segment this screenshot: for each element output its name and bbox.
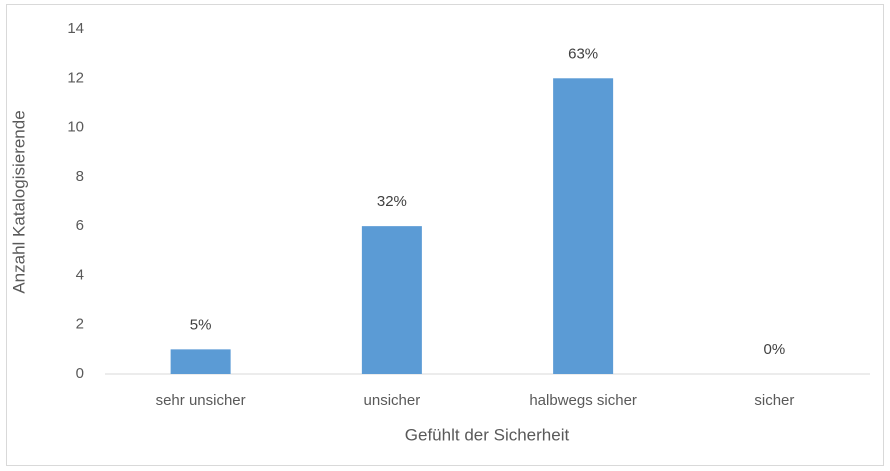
- bar: [553, 78, 614, 375]
- bar: [361, 226, 422, 374]
- y-tick-label: 12: [67, 69, 84, 86]
- y-tick-label: 4: [76, 266, 84, 283]
- x-tick-label: sehr unsicher: [156, 392, 246, 409]
- y-axis-title: Anzahl Katalogisierende: [9, 110, 28, 293]
- bar: [170, 349, 231, 374]
- x-axis-title: Gefühlt der Sicherheit: [405, 425, 570, 444]
- data-label: 0%: [764, 341, 786, 358]
- x-tick-label: sicher: [754, 392, 794, 409]
- y-tick-label: 8: [76, 168, 84, 185]
- y-tick-label: 0: [76, 365, 84, 382]
- y-tick-label: 6: [76, 217, 84, 234]
- data-label: 32%: [377, 193, 407, 210]
- x-tick-label: unsicher: [364, 392, 421, 409]
- chart-border: [6, 4, 884, 466]
- y-tick-label: 10: [67, 119, 84, 136]
- y-tick-label: 2: [76, 316, 84, 333]
- data-label: 63%: [568, 45, 598, 62]
- data-label: 5%: [190, 316, 212, 333]
- x-tick-label: halbwegs sicher: [529, 392, 637, 409]
- y-tick-label: 14: [67, 20, 84, 37]
